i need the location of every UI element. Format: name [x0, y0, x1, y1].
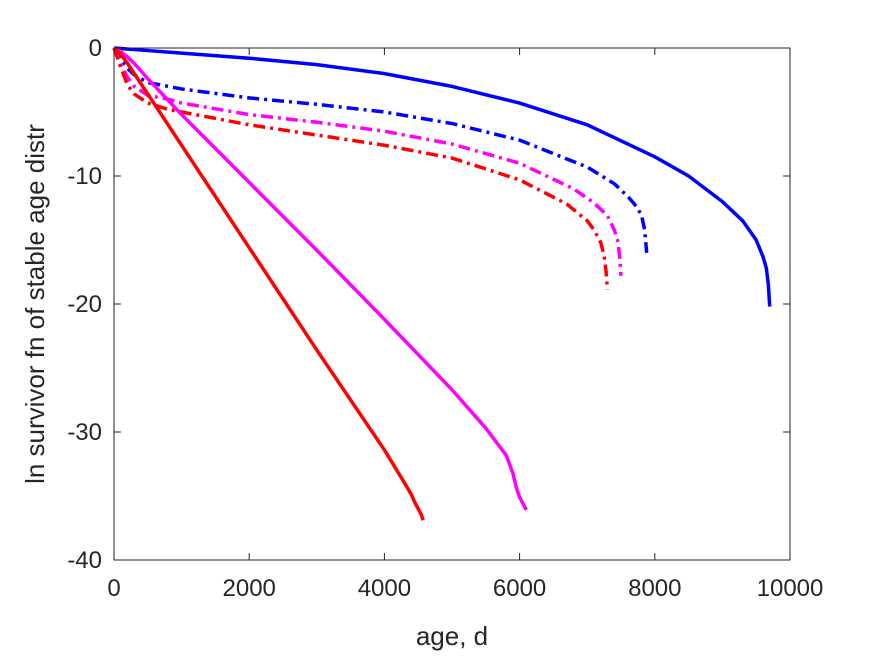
y-axis-label: ln survivor fn of stable age distr: [20, 124, 50, 484]
y-tick-label: -10: [67, 163, 102, 190]
series-line-3: [112, 47, 623, 276]
y-tick-label: -30: [67, 419, 102, 446]
x-axis-ticks: 0 2000 4000 6000 8000 10000: [107, 48, 823, 602]
x-axis-label: age, d: [416, 621, 488, 651]
y-tick-label: -20: [67, 291, 102, 318]
series-line-5: [113, 46, 528, 511]
y-tick-label: -40: [67, 547, 102, 574]
x-tick-label: 6000: [493, 575, 546, 602]
series-line-6: [112, 46, 425, 521]
x-tick-label: 2000: [223, 575, 276, 602]
x-tick-label: 8000: [628, 575, 681, 602]
plot-area: [114, 48, 790, 560]
x-tick-label: 10000: [757, 575, 824, 602]
series-line-1: [113, 46, 772, 307]
y-axis-ticks: 0 -10 -20 -30 -40: [67, 35, 790, 574]
y-tick-label: 0: [89, 35, 102, 62]
x-tick-label: 0: [107, 575, 120, 602]
series-layer: [112, 46, 772, 521]
series-line-4: [112, 47, 610, 291]
x-tick-label: 4000: [358, 575, 411, 602]
